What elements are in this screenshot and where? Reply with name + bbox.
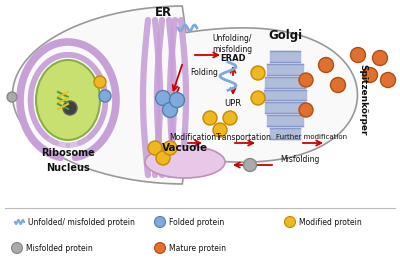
Circle shape <box>162 103 178 118</box>
Circle shape <box>380 73 396 88</box>
Text: Golgi: Golgi <box>268 29 302 41</box>
Circle shape <box>330 78 346 93</box>
Text: Misfolding: Misfolding <box>280 155 319 163</box>
Text: Folded protein: Folded protein <box>169 217 224 227</box>
Circle shape <box>99 90 111 102</box>
Circle shape <box>7 92 17 102</box>
Text: Modified protein: Modified protein <box>299 217 362 227</box>
Circle shape <box>156 91 170 105</box>
Ellipse shape <box>145 146 225 178</box>
Ellipse shape <box>36 60 100 140</box>
Circle shape <box>12 242 22 254</box>
Circle shape <box>156 151 170 165</box>
Circle shape <box>350 48 366 63</box>
Text: Spitzenkörper: Spitzenkörper <box>358 64 368 136</box>
Ellipse shape <box>63 101 77 115</box>
Text: Folding: Folding <box>190 68 218 76</box>
Circle shape <box>148 141 162 155</box>
Circle shape <box>318 58 334 73</box>
Circle shape <box>203 111 217 125</box>
Circle shape <box>154 242 166 254</box>
Circle shape <box>372 51 388 66</box>
Text: ERAD: ERAD <box>220 53 246 63</box>
Circle shape <box>362 68 378 83</box>
Polygon shape <box>12 6 358 184</box>
Text: UPR: UPR <box>224 98 242 108</box>
Circle shape <box>251 66 265 80</box>
Text: Unfolding/
misfolding: Unfolding/ misfolding <box>212 34 252 54</box>
Text: Nucleus: Nucleus <box>46 163 90 173</box>
Circle shape <box>299 103 313 117</box>
Text: ER: ER <box>154 6 172 19</box>
Circle shape <box>213 123 227 137</box>
Circle shape <box>244 158 256 172</box>
Circle shape <box>299 73 313 87</box>
Text: Transportation: Transportation <box>216 133 272 142</box>
Text: Further modification: Further modification <box>276 134 348 140</box>
Text: Ribosome: Ribosome <box>41 148 95 158</box>
Circle shape <box>170 93 184 108</box>
Circle shape <box>154 217 166 227</box>
Text: Mature protein: Mature protein <box>169 244 226 252</box>
Circle shape <box>94 76 106 88</box>
Circle shape <box>223 111 237 125</box>
Text: Unfolded/ misfolded protein: Unfolded/ misfolded protein <box>28 217 135 227</box>
Circle shape <box>284 217 296 227</box>
Text: Misfolded protein: Misfolded protein <box>26 244 93 252</box>
Text: Vacuole: Vacuole <box>162 143 208 153</box>
Circle shape <box>163 141 177 155</box>
Text: Modification: Modification <box>170 133 216 142</box>
Circle shape <box>251 91 265 105</box>
